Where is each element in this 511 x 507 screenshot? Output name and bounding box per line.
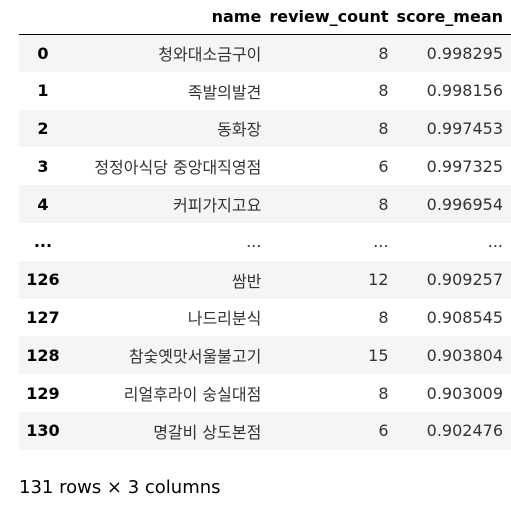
table-row: 4 커피가지고요 8 0.996954 <box>19 185 511 223</box>
cell-review-count: 6 <box>378 156 389 176</box>
cell-review-count: 8 <box>378 194 389 214</box>
row-index: ... <box>33 232 53 252</box>
header-row: name review_count score_mean <box>19 0 511 35</box>
cell-name: 커피가지고요 <box>173 196 262 216</box>
cell-review-count: 15 <box>368 345 389 365</box>
column-header-review-count: review_count <box>269 0 397 35</box>
row-index: 130 <box>26 421 60 441</box>
cell-name: 동화장 <box>217 120 262 140</box>
row-index: 126 <box>26 270 60 290</box>
cell-review-count: 8 <box>378 307 389 327</box>
table-header: name review_count score_mean <box>19 0 511 35</box>
cell-score-mean: 0.996954 <box>426 194 503 214</box>
cell-score-mean: 0.908545 <box>426 307 503 327</box>
dataframe-table: name review_count score_mean 0 청와대소금구이 8 0.… <box>19 0 511 450</box>
cell-name: 참숯옛맛서울불고기 <box>128 347 262 367</box>
row-index: 129 <box>26 383 60 403</box>
column-header-score-mean: score_mean <box>396 0 511 35</box>
table-row: 127 나드리분식 8 0.908545 <box>19 299 511 337</box>
table-row: 129 리얼후라이 숭실대점 8 0.903009 <box>19 374 511 412</box>
cell-name: 족발의발견 <box>187 82 262 102</box>
cell-name: 명갈비 상도본점 <box>153 422 262 442</box>
cell-name: 청와대소금구이 <box>158 45 262 65</box>
cell-name: 쌈반 <box>231 271 262 291</box>
cell-name: 나드리분식 <box>187 309 262 329</box>
cell-review-count: 8 <box>378 118 389 138</box>
index-header <box>19 0 63 35</box>
table-row: 126 쌈반 12 0.909257 <box>19 260 511 299</box>
cell-score-mean: 0.998156 <box>426 81 503 101</box>
cell-review-count: 8 <box>378 43 389 63</box>
cell-score-mean: 0.903804 <box>426 345 503 365</box>
cell-score-mean: 0.997453 <box>426 118 503 138</box>
table-body: 0 청와대소금구이 8 0.998295 1 족발의발견 8 0.998156 2 동화장 8 0.9… <box>19 34 511 450</box>
row-index: 127 <box>26 307 60 327</box>
cell-score-mean: 0.903009 <box>426 383 503 403</box>
table-row: 1 족발의발견 8 0.998156 <box>19 72 511 110</box>
table-row: 130 명갈비 상도본점 6 0.902476 <box>19 411 511 450</box>
cell-review-count: ... <box>373 232 389 252</box>
cell-name: ... <box>246 232 262 252</box>
cell-review-count: 12 <box>368 270 389 290</box>
cell-score-mean: 0.909257 <box>426 270 503 290</box>
row-index: 3 <box>37 156 49 176</box>
cell-name: 리얼후라이 숭실대점 <box>123 385 262 405</box>
cell-review-count: 6 <box>378 421 389 441</box>
table-row: 0 청와대소금구이 8 0.998295 <box>19 34 511 72</box>
column-header-name: name <box>62 0 270 35</box>
cell-name: 정정아식당 중앙대직영점 <box>94 158 262 178</box>
cell-review-count: 8 <box>378 81 389 101</box>
table-row: 3 정정아식당 중앙대직영점 6 0.997325 <box>19 147 511 185</box>
row-index: 1 <box>37 81 49 101</box>
row-count-summary: 131 rows × 3 columns <box>19 477 221 498</box>
cell-review-count: 8 <box>378 383 389 403</box>
cell-score-mean: 0.997325 <box>426 156 503 176</box>
row-index: 0 <box>37 43 49 63</box>
cell-score-mean: 0.902476 <box>426 421 503 441</box>
cell-score-mean: 0.998295 <box>426 43 503 63</box>
row-index: 4 <box>37 194 49 214</box>
table-row: 2 동화장 8 0.997453 <box>19 109 511 148</box>
cell-score-mean: ... <box>487 232 503 252</box>
table-row: 128 참숯옛맛서울불고기 15 0.903804 <box>19 336 511 375</box>
row-index: 2 <box>37 118 49 138</box>
row-index: 128 <box>26 345 60 365</box>
table-row: ............ <box>19 223 511 261</box>
